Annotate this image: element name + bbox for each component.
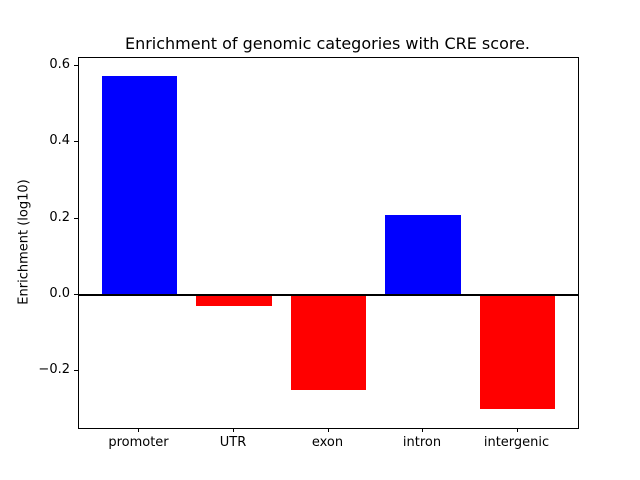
bar-intron <box>385 214 461 295</box>
x-tick-label-promoter: promoter <box>108 435 169 450</box>
x-tick-label-UTR: UTR <box>219 435 247 450</box>
x-tick-mark-intron <box>422 428 423 432</box>
y-tick-mark-0.2 <box>74 217 78 219</box>
bar-exon <box>290 294 367 391</box>
zero-baseline <box>79 293 578 297</box>
x-tick-mark-intergenic <box>516 428 518 432</box>
x-tick-mark-promoter <box>138 428 140 432</box>
y-tick-mark-0.6 <box>74 65 78 66</box>
x-tick-label-intergenic: intergenic <box>483 435 550 450</box>
bar-intergenic <box>479 294 556 410</box>
y-tick-label-0.4: 0.4 <box>49 133 70 149</box>
plot-area <box>78 57 579 429</box>
bar-promoter <box>101 75 178 295</box>
y-tick-label-0.2: 0.2 <box>49 209 70 225</box>
y-tick-label-0.6: 0.6 <box>49 57 70 72</box>
y-tick-label-−0.2: −0.2 <box>38 362 70 378</box>
y-tick-mark-−0.2 <box>74 370 78 372</box>
y-tick-mark-0.0 <box>74 293 78 295</box>
x-tick-label-intron: intron <box>402 435 442 450</box>
x-tick-mark-UTR <box>232 428 234 432</box>
x-tick-label-exon: exon <box>311 435 344 450</box>
x-tick-mark-exon <box>327 428 329 432</box>
y-tick-mark-0.4 <box>74 141 78 143</box>
y-tick-label-0.0: 0.0 <box>49 285 70 301</box>
bar-UTR <box>196 294 272 307</box>
chart-title: Enrichment of genomic categories with CR… <box>124 34 531 53</box>
